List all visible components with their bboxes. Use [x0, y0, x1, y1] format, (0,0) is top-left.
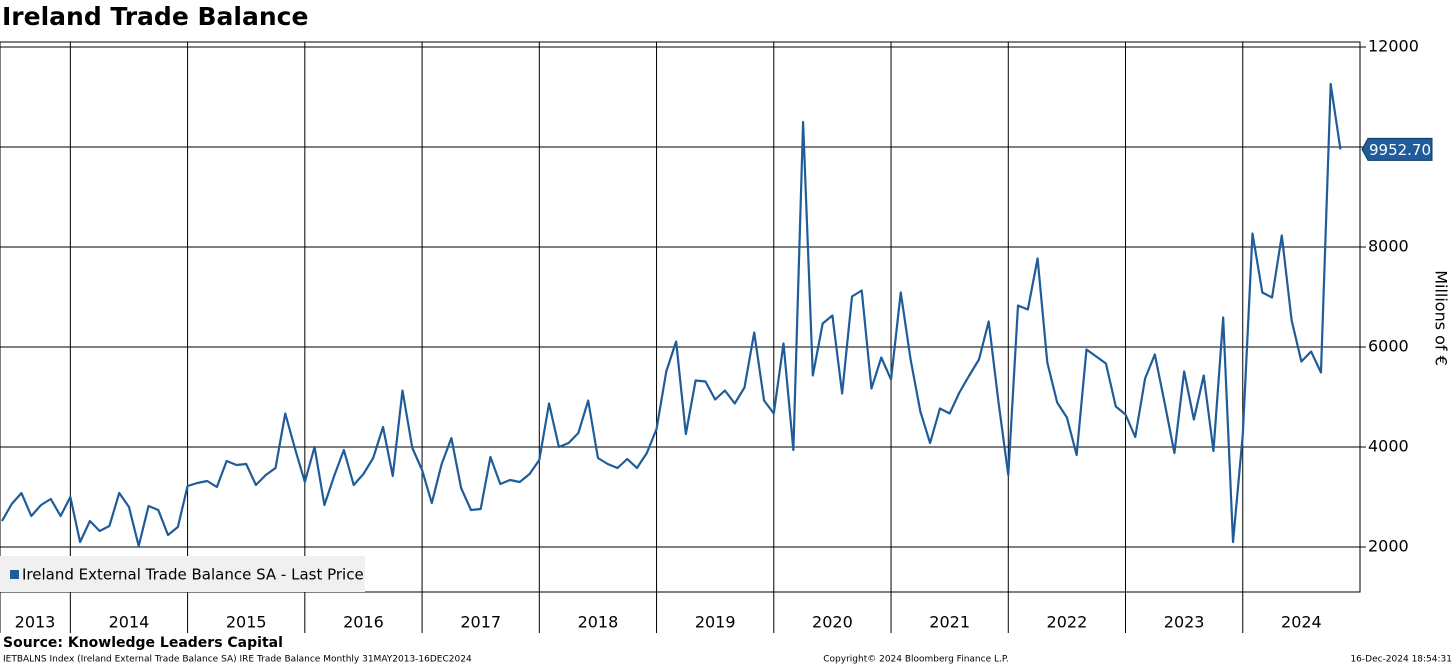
last-price-label: 9952.70: [1369, 141, 1431, 159]
y-tick-label: 12000: [1368, 37, 1419, 56]
chart-title: Ireland Trade Balance: [2, 2, 308, 31]
x-tick-label: 2020: [812, 613, 853, 632]
y-tick-label: 6000: [1368, 337, 1409, 356]
footer-right: 16-Dec-2024 18:54:31: [1350, 655, 1452, 665]
series-line: [1, 82, 1342, 548]
legend-swatch: [10, 570, 19, 579]
legend-box: [0, 556, 365, 592]
plot-frame: [0, 41, 1361, 593]
x-tick-label: 2013: [15, 613, 56, 632]
legend-label: Ireland External Trade Balance SA - Last…: [22, 566, 364, 584]
y-tick-label: 2000: [1368, 537, 1409, 556]
x-tick-label: 2024: [1281, 613, 1322, 632]
x-tick-label: 2018: [578, 613, 619, 632]
y-tick-label: 8000: [1368, 237, 1409, 256]
x-tick-label: 2014: [109, 613, 150, 632]
x-tick-label: 2021: [929, 613, 970, 632]
x-tick-label: 2015: [226, 613, 267, 632]
footer-center: Copyright© 2024 Bloomberg Finance L.P.: [823, 655, 1008, 665]
x-tick-label: 2016: [343, 613, 384, 632]
footer-left: IETBALNS Index (Ireland External Trade B…: [3, 655, 472, 665]
x-tick-label: 2023: [1164, 613, 1205, 632]
last-price-tag: [1361, 137, 1433, 161]
source: Source: Knowledge Leaders Capital: [3, 635, 283, 651]
x-tick-label: 2019: [695, 613, 736, 632]
x-tick-label: 2017: [460, 613, 501, 632]
y-axis-title: Millions of €: [1432, 270, 1451, 366]
x-tick-label: 2022: [1047, 613, 1088, 632]
y-tick-label: 4000: [1368, 437, 1409, 456]
